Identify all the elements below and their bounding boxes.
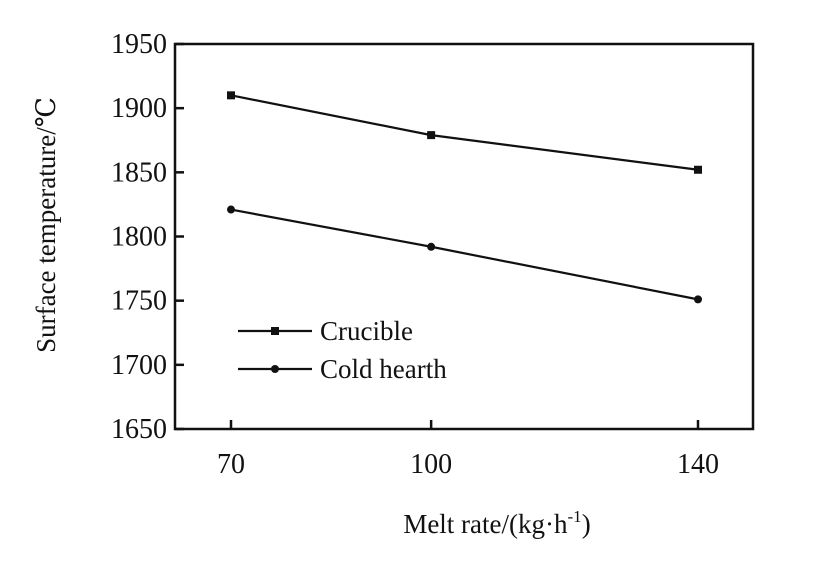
x-axis-label-tail: ) (582, 509, 591, 539)
x-tick-label: 70 (217, 449, 245, 480)
series-line-cold-hearth (230, 208, 699, 301)
x-axis-label-superscript: -1 (568, 507, 582, 526)
data-point-cold-hearth (227, 205, 235, 214)
y-axis-label: Surface temperature/℃ (31, 97, 61, 353)
legend-marker-crucible (271, 327, 279, 335)
y-tick-label: 1900 (111, 93, 167, 124)
y-tick-label: 1950 (111, 29, 167, 60)
y-axis: 1650 1700 1750 1800 1850 1900 1950 (111, 29, 184, 445)
data-point-cold-hearth (694, 295, 702, 304)
x-tick-label: 100 (410, 449, 452, 480)
x-axis-label: Melt rate/(kg·h-1) (403, 507, 590, 539)
y-tick-label: 1750 (111, 286, 167, 317)
legend: Crucible Cold hearth (238, 316, 447, 384)
y-tick-label: 1650 (111, 414, 167, 445)
y-tick-label: 1700 (111, 350, 167, 381)
legend-marker-cold-hearth (271, 365, 279, 373)
data-point-cold-hearth (427, 242, 436, 251)
y-tick-label: 1800 (111, 222, 167, 253)
legend-label-crucible: Crucible (320, 316, 413, 346)
x-tick-label: 140 (677, 449, 719, 480)
data-point-crucible (227, 91, 235, 100)
data-point-crucible (694, 165, 702, 174)
x-axis-label-main: Melt rate/(kg·h (403, 509, 568, 539)
y-tick-label: 1850 (111, 157, 167, 188)
x-axis: 70 100 140 (217, 420, 719, 480)
legend-label-cold-hearth: Cold hearth (320, 354, 447, 384)
series-line-crucible (230, 94, 699, 171)
data-point-crucible (427, 131, 436, 140)
series-layer (227, 91, 702, 304)
